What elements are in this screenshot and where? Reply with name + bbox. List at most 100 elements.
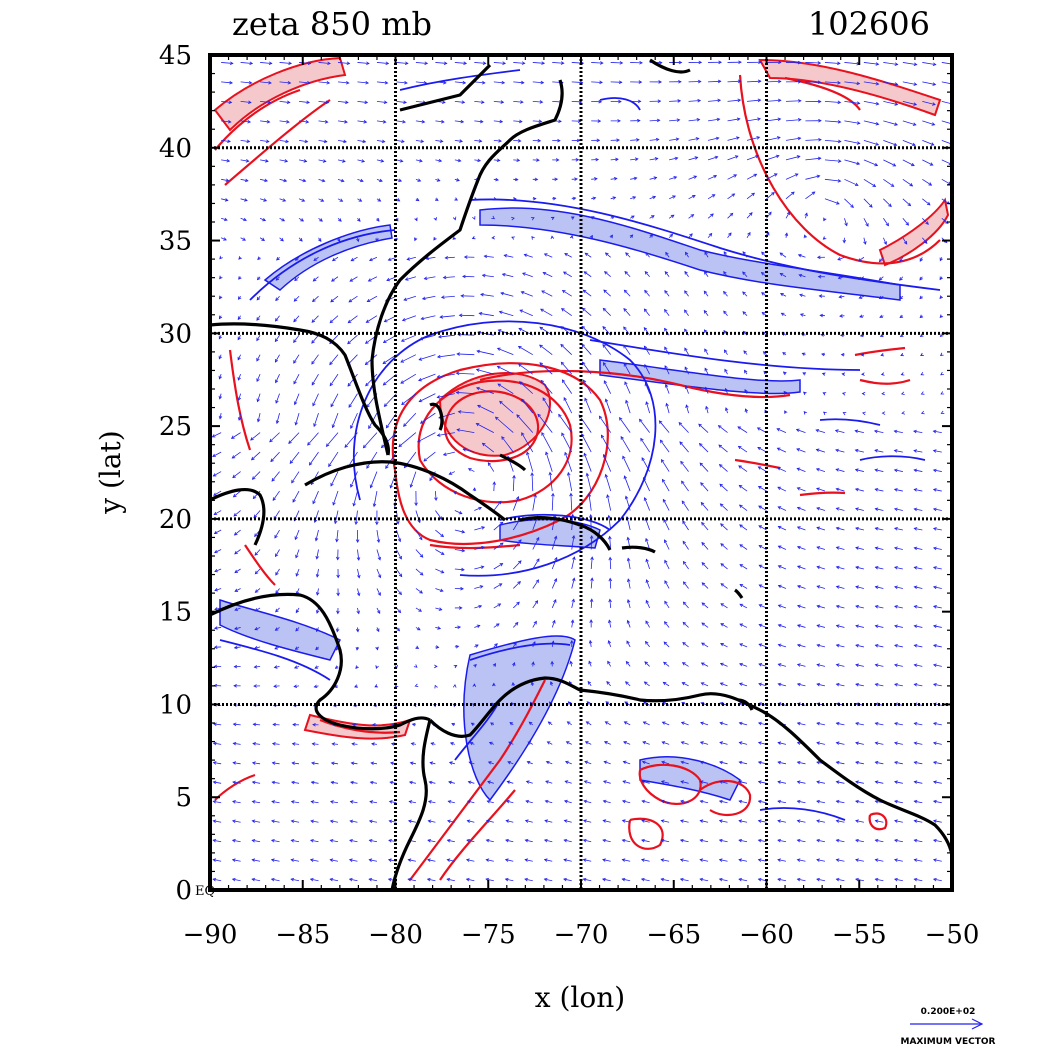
wind-vector — [537, 413, 553, 433]
wind-vector-head — [699, 877, 704, 882]
east-streak-3 — [854, 346, 906, 357]
wind-vector — [684, 366, 689, 375]
wind-vector-head — [497, 383, 502, 387]
wind-vector — [260, 62, 272, 64]
wind-vector-head — [542, 271, 547, 276]
wind-vector — [293, 315, 300, 322]
wind-vector — [688, 214, 694, 219]
wind-vector — [879, 256, 884, 262]
wind-vector-head — [330, 780, 335, 785]
wind-vector — [610, 177, 617, 180]
wind-vector-head — [513, 642, 517, 646]
wind-vector-head — [366, 61, 370, 66]
wind-vector-head — [699, 838, 704, 843]
wind-vector-head — [476, 386, 480, 391]
wind-vector — [482, 274, 494, 278]
wind-vector-head — [419, 536, 423, 541]
negative-vorticity-fills — [219, 207, 901, 802]
wind-vector-head — [367, 278, 372, 282]
wind-vector-head — [500, 100, 505, 104]
wind-vector-head — [816, 819, 820, 823]
wind-vector-head — [517, 581, 521, 585]
wind-vector — [260, 81, 272, 84]
wind-vector-head — [676, 118, 681, 122]
wind-vector-head — [723, 310, 727, 315]
wind-vector-head — [233, 684, 237, 688]
wind-vector-head — [894, 760, 898, 765]
wind-vector — [519, 381, 534, 394]
wind-vector-head — [913, 760, 918, 765]
wind-vector-head — [701, 562, 706, 566]
wind-vector-head — [604, 271, 608, 275]
wind-vector-head — [602, 362, 607, 366]
wind-vector — [396, 100, 407, 103]
wind-vector-head — [461, 100, 466, 104]
wind-vector — [564, 839, 572, 843]
wind-vector — [482, 442, 495, 453]
wind-vector-head — [371, 722, 376, 727]
wind-vector-head — [738, 877, 743, 882]
wind-vector-head — [540, 379, 545, 384]
wind-vector — [214, 529, 222, 534]
wind-vector-head — [738, 858, 743, 862]
wind-vector — [214, 588, 222, 591]
wind-vector — [933, 625, 942, 628]
wind-vector — [739, 761, 748, 765]
wind-vector-head — [325, 443, 330, 447]
wind-vector — [933, 742, 942, 745]
wind-vector-head — [368, 877, 373, 882]
cuba — [304, 460, 506, 522]
wind-vector — [609, 536, 612, 550]
wind-vector-head — [699, 819, 704, 823]
wind-vector — [719, 781, 728, 784]
wind-vector-head — [796, 780, 801, 784]
wind-vector-head — [449, 742, 454, 746]
wind-vector-head — [645, 620, 649, 625]
wind-vector-head — [837, 81, 841, 85]
wind-vector — [720, 722, 728, 726]
wind-vector-head — [633, 176, 638, 181]
wind-vector-head — [496, 365, 501, 370]
wind-vector-head — [516, 158, 521, 162]
wind-vector — [565, 761, 572, 765]
wind-vector-head — [314, 665, 319, 669]
wind-vector — [681, 721, 689, 726]
wind-vector — [571, 620, 574, 628]
wind-vector — [624, 721, 631, 726]
wind-vector — [298, 100, 310, 103]
wind-vector — [348, 295, 358, 303]
wind-vector-head — [455, 371, 460, 376]
wind-vector — [291, 859, 300, 862]
wind-vector-head — [883, 241, 887, 246]
wind-vector-head — [901, 411, 906, 415]
wind-vector-head — [899, 295, 903, 300]
wind-vector — [855, 449, 864, 453]
wind-vector-head — [330, 482, 334, 487]
wind-vector — [326, 432, 339, 447]
wind-vector-head — [256, 337, 260, 342]
wind-vector-head — [641, 457, 645, 461]
wind-vector-head — [388, 819, 393, 824]
wind-vector — [894, 547, 903, 550]
wind-vector-head — [417, 519, 421, 524]
wind-vector-head — [913, 819, 918, 823]
wind-vector — [844, 218, 848, 226]
wind-vector-head — [858, 258, 862, 262]
wind-vector-head — [311, 761, 315, 766]
wind-vector — [777, 781, 787, 784]
wind-vector — [894, 605, 903, 609]
wind-vector-head — [874, 838, 879, 843]
wind-vector-head — [583, 379, 587, 384]
wind-vector-head — [532, 196, 537, 201]
wind-vector — [681, 480, 689, 492]
wind-vector-head — [932, 468, 937, 473]
wind-vector-head — [758, 505, 762, 509]
wind-vector-head — [497, 603, 502, 607]
wind-vector-head — [602, 819, 607, 823]
wind-vector-head — [776, 467, 781, 471]
wind-vector-head — [758, 584, 763, 588]
wind-vector — [622, 456, 631, 472]
wind-vector-head — [248, 80, 253, 85]
wind-vector-head — [385, 424, 390, 429]
wind-vector-head — [387, 858, 392, 862]
